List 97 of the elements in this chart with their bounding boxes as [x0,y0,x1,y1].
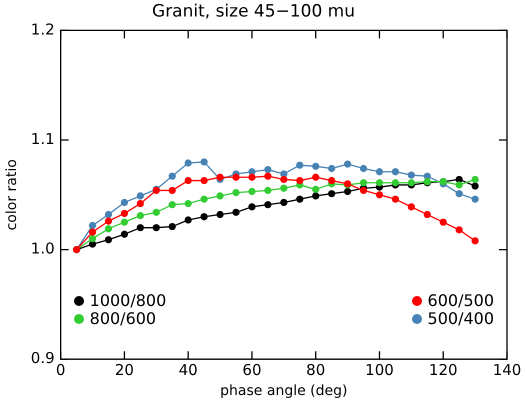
point [168,201,176,208]
point [264,201,272,208]
point [248,203,256,210]
point [168,186,176,194]
point [248,188,256,196]
point [184,176,192,184]
point [312,192,320,200]
point [200,158,208,166]
point [296,162,304,169]
point [328,190,336,198]
x-tick-label: 0 [56,361,66,380]
point [264,166,272,174]
point [328,164,336,172]
point [392,179,400,186]
point [168,172,176,180]
point [344,160,352,168]
point [376,168,384,176]
x-tick-label: 60 [242,361,262,380]
y-tick-label: 1.1 [30,130,55,148]
point [120,218,128,226]
x-tick-label: 120 [428,361,458,380]
point [264,172,272,180]
point [136,192,144,200]
point [88,228,96,236]
point [360,186,368,194]
point [184,159,192,167]
point [152,224,160,232]
point [216,210,224,218]
x-tick-label: 100 [365,361,394,380]
chart-title: Granit, size 45−100 mu [152,2,355,22]
point [456,181,463,189]
point [280,184,288,192]
y-tick-label: 0.9 [30,349,55,368]
point [152,208,160,216]
point [104,210,112,218]
point [136,212,144,220]
x-axis-title: phase angle (deg) [220,383,348,400]
point [472,237,479,244]
y-axis-title: color ratio [4,159,20,230]
x-tick-label: 40 [178,361,198,380]
point [280,198,288,206]
point [408,179,415,186]
point [312,186,320,193]
x-tick-label: 20 [114,361,134,380]
point [136,224,144,232]
point [296,176,304,184]
point [232,174,240,181]
point [200,196,208,203]
point [424,210,431,218]
x-tick-label: 80 [306,361,326,380]
point [200,213,208,220]
point [312,174,320,181]
point [472,182,479,190]
y-tick-label: 1.2 [30,20,55,38]
point [104,236,112,244]
point [392,196,400,203]
point [88,222,96,230]
point [440,218,447,226]
point [184,216,192,224]
point [312,162,320,170]
point [232,208,240,216]
point [408,203,415,210]
point [232,189,240,196]
point [168,222,176,230]
point [392,168,400,176]
point [344,188,352,196]
point [184,200,192,208]
point [472,196,479,203]
point [120,230,128,238]
legend-label: 1000/800 [90,291,166,310]
point [456,190,463,198]
point [328,176,336,184]
point [472,176,479,184]
point [88,235,96,242]
legend-label: 600/500 [428,291,494,310]
x-tick-label: 140 [492,361,522,380]
point [120,198,128,206]
point [376,191,384,198]
point [136,200,144,208]
point [248,174,256,181]
point [104,218,112,225]
y-tick-label: 1.0 [30,239,55,258]
point [280,176,288,184]
legend-label: 500/400 [428,309,494,328]
point [296,196,304,203]
point [360,179,368,186]
point [360,164,368,172]
point [408,171,415,179]
legend-label: 800/600 [90,309,156,328]
point [200,176,208,184]
point [456,226,463,234]
point [216,192,224,200]
point [216,174,224,181]
point [264,186,272,194]
point [104,225,112,232]
point [120,210,128,218]
point [376,179,384,186]
